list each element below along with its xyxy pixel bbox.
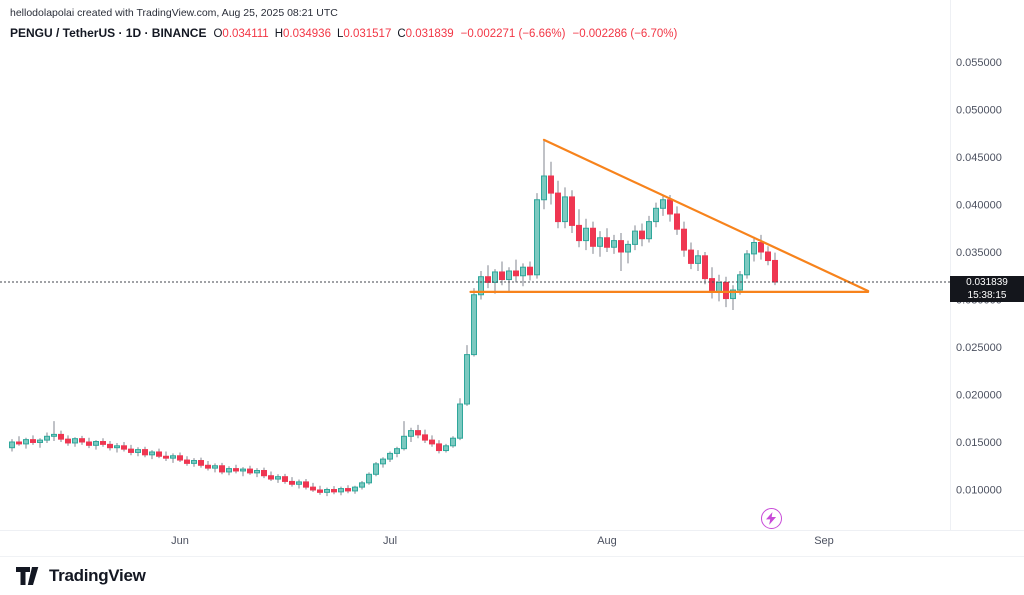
candlestick-series: [9, 139, 778, 497]
lightning-icon: [766, 512, 777, 525]
close-value: C 0.031839: [397, 28, 454, 40]
countdown-timer: 15:38:15: [950, 288, 1024, 302]
svg-text:0.045000: 0.045000: [956, 152, 1002, 164]
high-value: H 0.034936: [274, 28, 331, 40]
svg-text:0.050000: 0.050000: [956, 105, 1002, 117]
attribution-text: hellodolapolai created with TradingView.…: [10, 7, 338, 19]
svg-text:0.025000: 0.025000: [956, 342, 1002, 354]
open-value: O 0.034111: [213, 28, 269, 40]
ohlc-values: O 0.034111 H 0.034936 L 0.031517 C 0.031839: [213, 28, 453, 40]
symbol-title[interactable]: PENGU / TetherUS · 1D · BINANCE: [10, 26, 207, 40]
current-price-label: 0.031839: [950, 275, 1024, 289]
svg-text:Jul: Jul: [383, 535, 397, 547]
tradingview-logo[interactable]: [16, 566, 41, 587]
svg-text:0.040000: 0.040000: [956, 200, 1002, 212]
svg-text:0.015000: 0.015000: [956, 437, 1002, 449]
candlestick-chart[interactable]: 0.055000 0.050000 0.045000 0.040000 0.035000…: [0, 0, 1024, 556]
svg-text:Jun: Jun: [171, 535, 189, 547]
svg-text:0.055000: 0.055000: [956, 57, 1002, 69]
svg-text:Sep: Sep: [814, 535, 834, 547]
svg-text:0.020000: 0.020000: [956, 390, 1002, 402]
tradingview-wordmark[interactable]: TradingView: [49, 566, 146, 585]
chart-legend: PENGU / TetherUS · 1D · BINANCE O 0.03411…: [10, 26, 677, 40]
change-extended: −0.002286 (−6.70%): [572, 28, 678, 40]
trendline-drawings[interactable]: [469, 138, 870, 293]
svg-text:Aug: Aug: [597, 535, 617, 547]
footer: TradingView: [0, 556, 1024, 595]
change-absolute: −0.002271 (−6.66%): [460, 28, 566, 40]
lightning-marker[interactable]: [761, 508, 782, 529]
low-value: L 0.031517: [336, 28, 392, 40]
svg-text:0.035000: 0.035000: [956, 247, 1002, 259]
svg-text:0.010000: 0.010000: [956, 485, 1002, 497]
current-price-badge: 0.031839 15:38:15: [950, 275, 1024, 302]
